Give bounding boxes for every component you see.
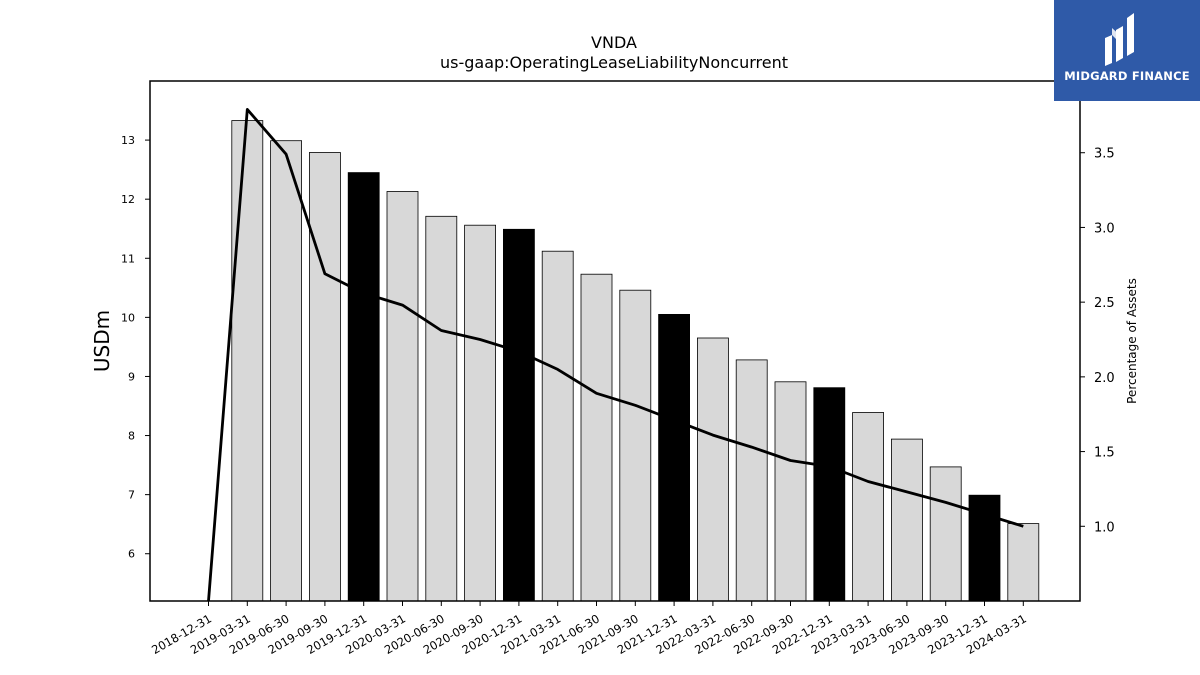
y2-tick-label: 1.5 [1094, 446, 1115, 461]
bar [386, 191, 419, 602]
bar [813, 387, 846, 602]
bar [852, 412, 884, 602]
brand-logo: MIDGARD FINANCE [1054, 0, 1200, 101]
y-tick-label: 6 [128, 548, 135, 561]
bar [891, 438, 923, 602]
bar [929, 466, 962, 602]
chart-title: VNDA [591, 33, 637, 52]
y-tick-label: 8 [128, 430, 135, 443]
y-tick-label: 7 [128, 489, 135, 502]
bar [658, 313, 690, 602]
bar [308, 152, 341, 602]
bar [502, 228, 535, 602]
y-tick-label: 11 [121, 252, 135, 265]
bar [270, 140, 303, 602]
y-tick-label: 10 [121, 311, 135, 324]
plot-frame [149, 80, 1081, 602]
bar [425, 215, 458, 602]
bar [541, 250, 574, 602]
y-tick-label: 12 [121, 193, 135, 206]
bar [619, 289, 652, 602]
bar [347, 172, 380, 602]
y-tick-label: 9 [128, 370, 135, 383]
bar [697, 337, 729, 602]
bar [231, 120, 264, 602]
logo-mark-icon [1105, 13, 1134, 66]
bar [1007, 523, 1040, 602]
chart-subtitle: us-gaap:OperatingLeaseLiabilityNoncurren… [440, 53, 788, 72]
y2-tick-label: 2.5 [1094, 296, 1115, 311]
y2-axis-label: Percentage of Assets [1125, 278, 1139, 404]
y2-tick-label: 1.0 [1094, 520, 1115, 535]
y2-tick-label: 3.5 [1094, 147, 1115, 162]
y2-tick-label: 3.0 [1094, 221, 1115, 236]
y-axis-label: USDm [90, 310, 114, 372]
bar [735, 359, 768, 602]
bar [580, 273, 613, 602]
bar [464, 224, 497, 602]
y2-tick-label: 2.0 [1094, 371, 1115, 386]
logo-text: MIDGARD FINANCE [1064, 69, 1190, 83]
series-line [207, 108, 1024, 602]
y-tick-label: 13 [121, 134, 135, 147]
bar [774, 381, 807, 602]
bar [968, 494, 1001, 602]
